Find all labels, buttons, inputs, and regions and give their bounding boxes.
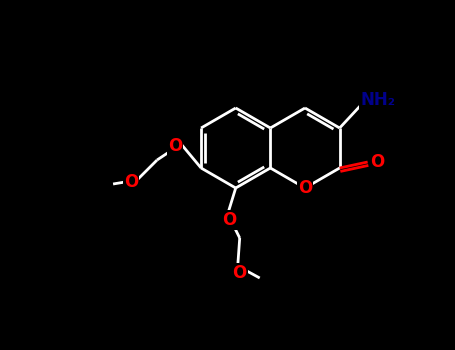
Text: O: O (222, 211, 237, 229)
Text: O: O (298, 179, 312, 197)
Text: O: O (370, 153, 385, 171)
Text: O: O (233, 264, 247, 282)
Text: O: O (168, 137, 182, 155)
Text: NH₂: NH₂ (360, 91, 395, 109)
Text: O: O (124, 173, 138, 191)
